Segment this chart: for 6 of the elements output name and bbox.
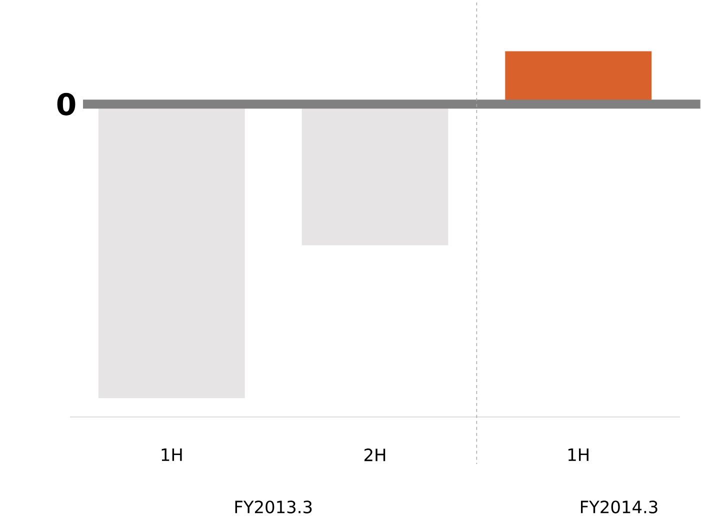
x-tick-label: 1H <box>568 448 588 461</box>
text: FY2014.3 <box>580 500 658 514</box>
x-tick-label: 1H <box>162 448 182 461</box>
x-tick-label: 2H <box>364 448 386 462</box>
text: FY2013.3 <box>235 500 312 514</box>
ref-line-label: 0 <box>57 92 76 116</box>
